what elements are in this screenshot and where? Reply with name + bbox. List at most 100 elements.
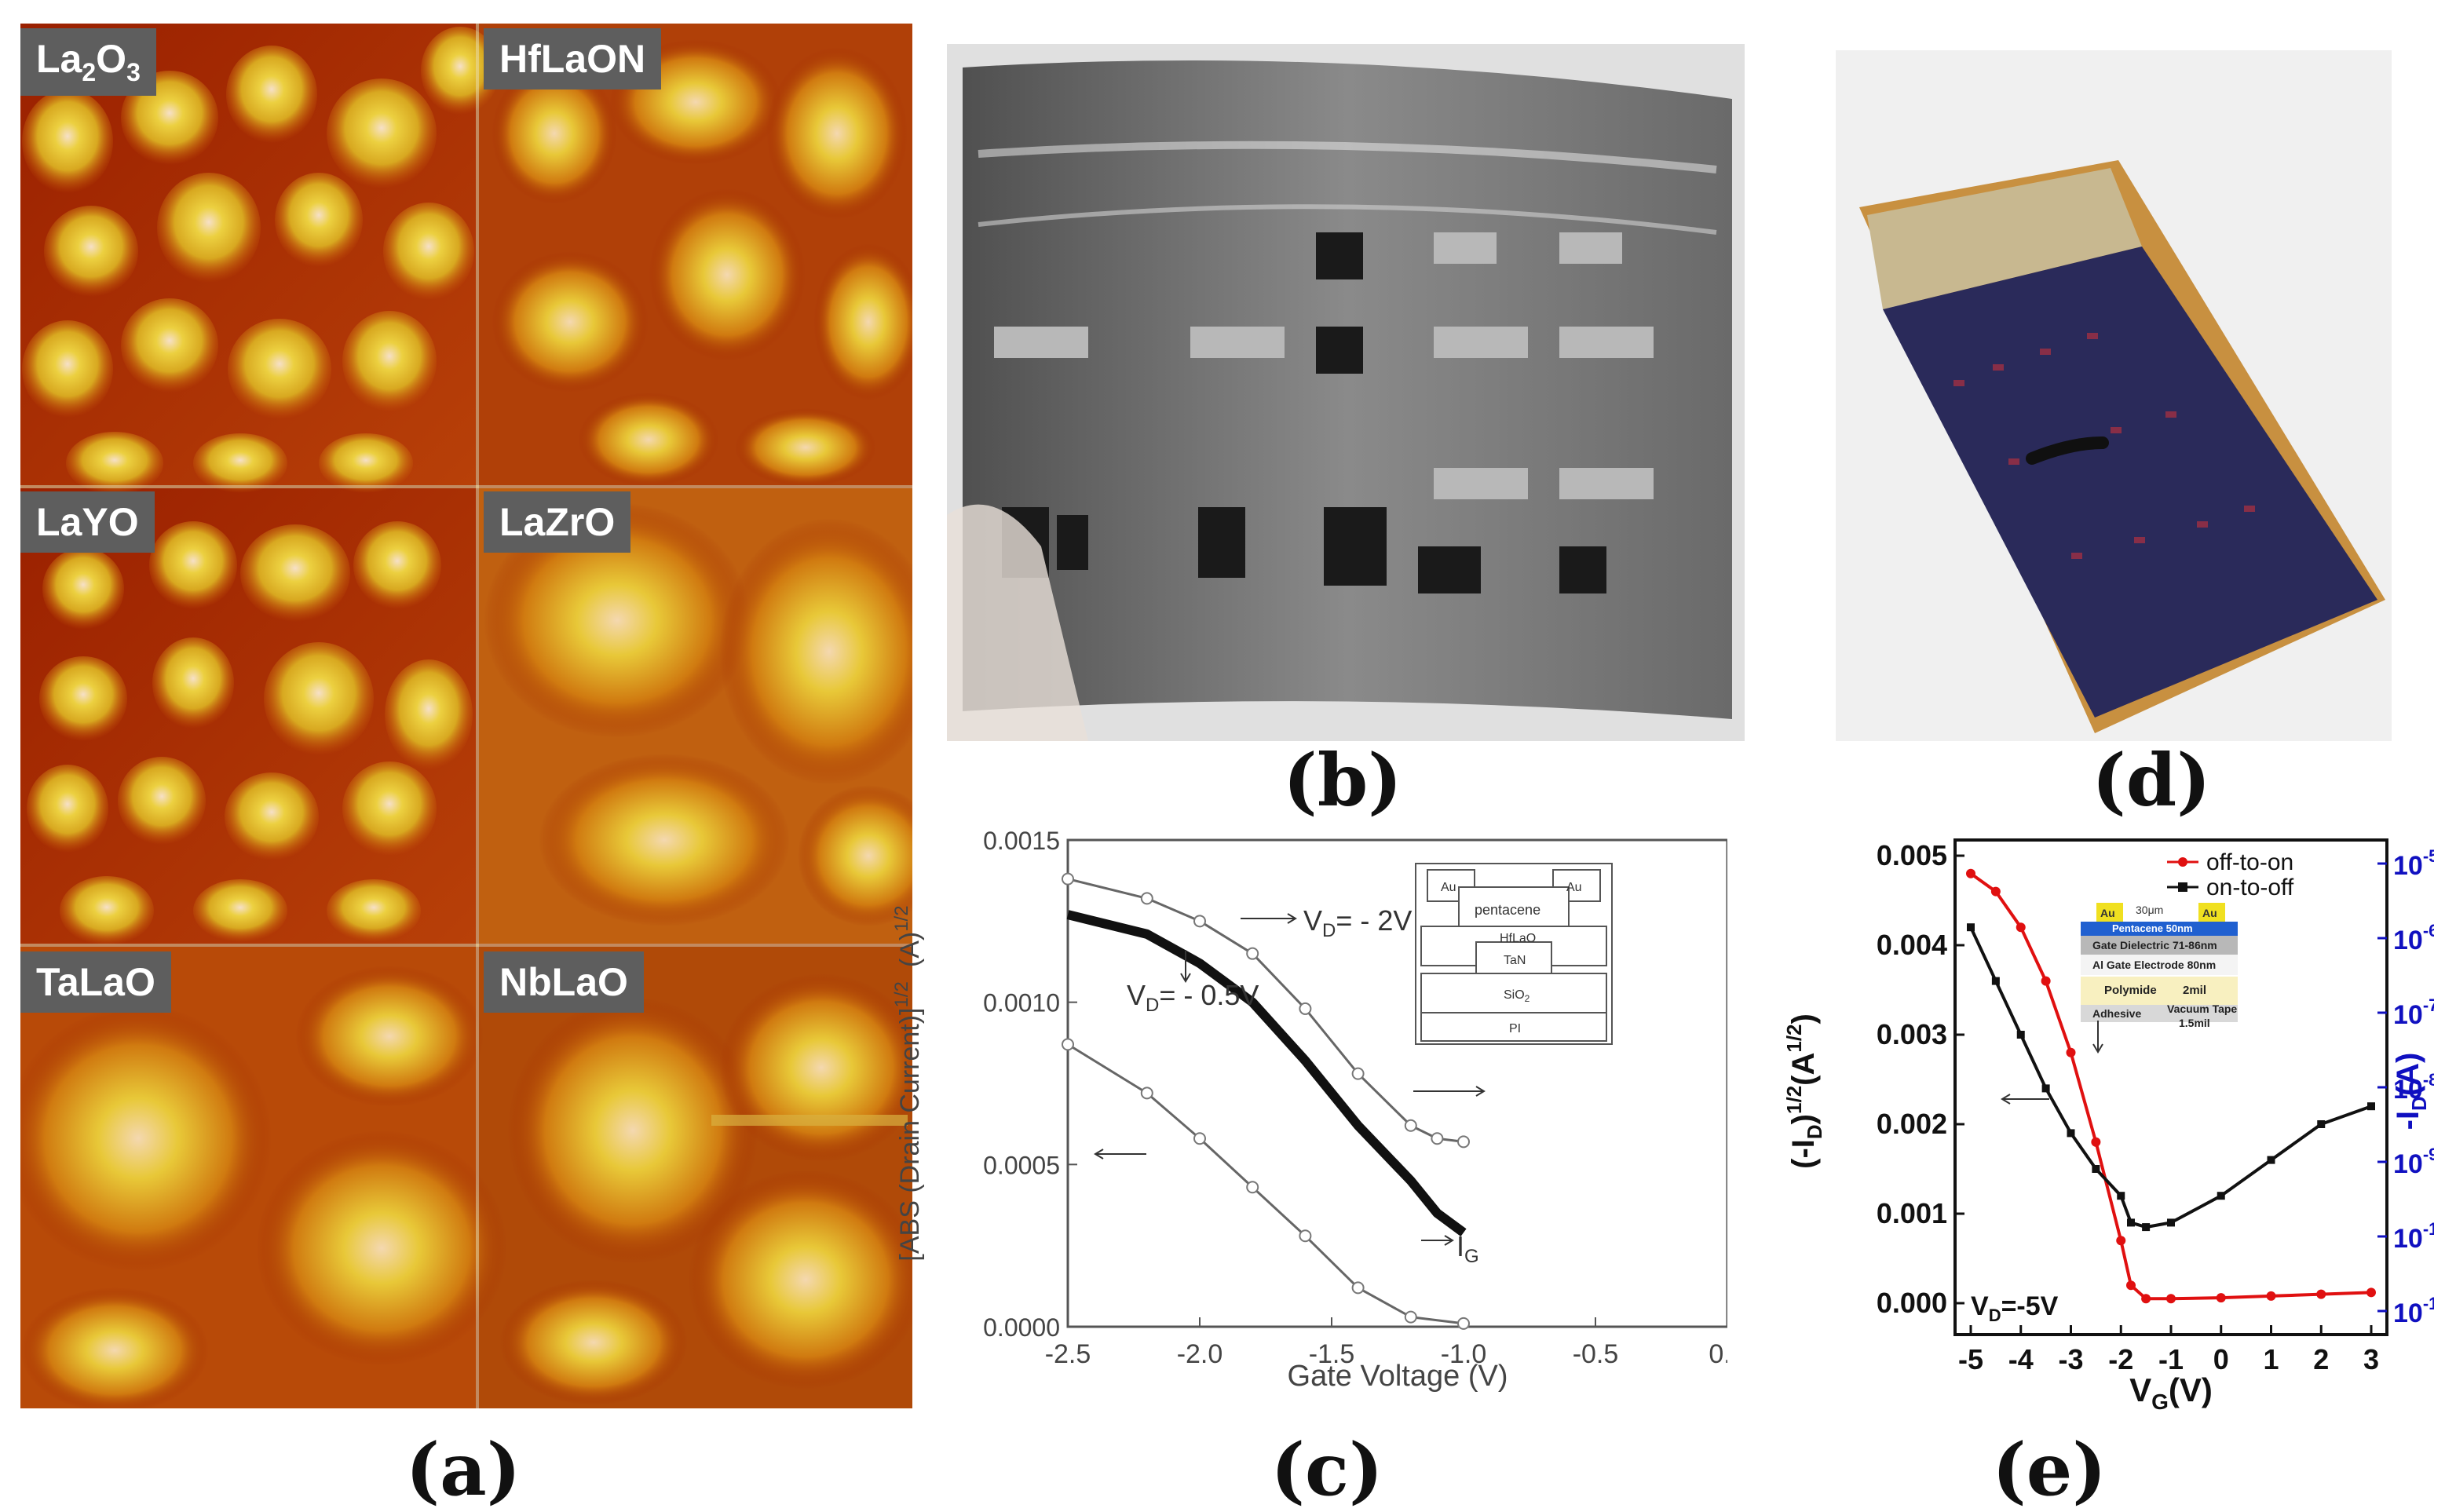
chart-e-ytick-right-label: 10-5	[2393, 846, 2434, 881]
chart-c-xtick-label: -0.5	[1573, 1339, 1619, 1369]
chart-e-series-off-to-on	[1969, 872, 2372, 1301]
svg-text:2mil: 2mil	[2183, 984, 2206, 997]
svg-text:Polymide: Polymide	[2104, 984, 2157, 997]
afm-label-nblao: NbLaO	[484, 951, 644, 1013]
svg-text:Au: Au	[1441, 881, 1456, 894]
afm-grains-3	[27, 521, 473, 945]
chart-e-point	[2126, 1280, 2136, 1291]
svg-text:Gate Dielectric 71-86nm: Gate Dielectric 71-86nm	[2092, 939, 2217, 951]
chart-e-ytick-label: 0.003	[1877, 1018, 1947, 1050]
chart-c-ytick-label: 0.0010	[983, 989, 1060, 1017]
svg-text:Au: Au	[1566, 881, 1582, 894]
chart-e-point	[2317, 1120, 2326, 1128]
chart-c-series-2	[1066, 910, 1467, 1236]
svg-text:1.5mil: 1.5mil	[2179, 1017, 2210, 1029]
afm-label-layo: LaYO	[20, 491, 155, 553]
chart-c-plot-area	[1066, 838, 1727, 1328]
panel-e-chart: (-ID)1/2(A1/2) -ID(A) VG(V) VD=-5V -5 -4-…	[1782, 838, 2434, 1413]
chart-c-inset: Au pentacene Au HfLaO TaN SiO2 PI	[1415, 863, 1613, 1045]
chart-c-xlabel: Gate Voltage (V)	[1288, 1360, 1508, 1393]
chart-c-point	[1193, 915, 1206, 928]
chart-e-point	[2016, 922, 2026, 933]
chart-c-point	[1457, 1135, 1470, 1149]
chart-e-point	[2216, 1293, 2226, 1303]
chart-c-xtick-label: -2.0	[1177, 1339, 1223, 1369]
chart-e-point	[2041, 976, 2051, 986]
chart-c-point	[1299, 1002, 1312, 1015]
svg-text:Pentacene 50nm: Pentacene 50nm	[2112, 922, 2193, 934]
svg-text:SiO2: SiO2	[1504, 988, 1530, 1004]
chart-c-point	[1404, 1310, 1417, 1324]
caption-c: (c)	[1270, 1427, 1383, 1512]
afm-label-talao: TaLaO	[20, 951, 171, 1013]
afm-grains-1	[22, 27, 499, 495]
chart-c-xtick-label: 0.0	[1709, 1339, 1727, 1369]
chart-c-annot-vd05: VD= - 0.5V	[1127, 979, 1259, 1016]
chart-e-ytick-label: 0.004	[1877, 929, 1947, 961]
chart-e-point	[1966, 868, 1975, 878]
chart-e-xtick-label: -1	[2158, 1343, 2184, 1375]
chart-e-xtick-label: 3	[2363, 1343, 2379, 1375]
chart-e-point	[2041, 1084, 2050, 1093]
panel-d-photo	[1836, 50, 2392, 741]
panel-a: La2O3 HfLaON LaYO LaZrO TaLaO NbLaO	[20, 24, 912, 1408]
chart-c-series-3	[1067, 1043, 1464, 1325]
chart-e-ytick-label: 0.000	[1877, 1287, 1947, 1319]
svg-text:30μm: 30μm	[2136, 904, 2163, 916]
chart-e-point	[2127, 1218, 2135, 1227]
chart-e-ylabel-right: -ID(A)	[2391, 1053, 2431, 1130]
chart-e-ytick-label: 0.001	[1877, 1197, 1947, 1229]
svg-text:Au: Au	[2202, 907, 2217, 919]
afm-grains-5	[20, 966, 507, 1408]
chart-e-point	[2066, 1047, 2076, 1057]
chart-c-ytick-label: 0.0005	[983, 1151, 1060, 1179]
panel-c-chart: [ABS (Drain Current)]1/2(A)1/2 Gate Volt…	[891, 827, 1727, 1393]
chart-c-point	[1140, 892, 1153, 905]
svg-text:Au: Au	[2100, 907, 2115, 919]
chart-e-point	[2316, 1289, 2326, 1299]
afm-label-la2o3: La2O3	[20, 28, 156, 96]
chart-e-ytick-right-label: 10-10	[2393, 1219, 2434, 1254]
chart-e-point	[2217, 1192, 2225, 1200]
chart-e-point	[2167, 1218, 2175, 1227]
chart-e-plot-area	[1953, 838, 2388, 1336]
chart-e-point	[1991, 977, 2000, 985]
chart-e-point	[2166, 1294, 2176, 1304]
chart-c-annot-vd2: VD= - 2V	[1303, 904, 1412, 941]
chart-e-point	[2366, 1287, 2376, 1298]
chart-e-ytick-right-label: 10-6	[2393, 921, 2434, 955]
chart-e-point	[2117, 1192, 2125, 1200]
svg-text:on-to-off: on-to-off	[2206, 875, 2294, 900]
chart-c-point	[1062, 872, 1074, 886]
svg-text:Vacuum Tape: Vacuum Tape	[2167, 1003, 2237, 1015]
caption-b: (b)	[1283, 738, 1402, 823]
chart-e-xtick-label: -3	[2058, 1343, 2083, 1375]
chart-e-legend: off-to-on on-to-off	[2167, 849, 2294, 900]
chart-e-xtick-label: 1	[2263, 1343, 2279, 1375]
chart-c-point	[1062, 1038, 1074, 1051]
chart-c-xtick-label: -2.5	[1045, 1339, 1091, 1369]
chart-c-point	[1193, 1132, 1206, 1145]
chart-e-point	[2092, 1165, 2100, 1173]
chart-e-xtick-label: 2	[2313, 1343, 2329, 1375]
chart-e-ytick-label: 0.005	[1877, 839, 1947, 871]
chart-c-annot-ig: IG	[1456, 1230, 1479, 1267]
chart-c-ylabel-left: [ABS (Drain Current)]1/2(A)1/2	[891, 905, 925, 1261]
chart-e-point	[1990, 886, 2001, 897]
afm-label-hflaon: HfLaON	[484, 28, 662, 89]
chart-c-point	[1351, 1281, 1365, 1295]
chart-e-point	[2016, 1031, 2025, 1039]
chart-c-point	[1457, 1317, 1470, 1330]
chart-c-ytick-label: 0.0000	[983, 1313, 1060, 1342]
svg-text:HfLaO: HfLaO	[1500, 932, 1536, 945]
chart-e-xtick-label: -2	[2108, 1343, 2133, 1375]
chart-e-ylabel-left: (-ID)1/2(A1/2)	[1782, 1013, 1826, 1169]
chart-c-point	[1299, 1229, 1312, 1243]
chart-e-ytick-right-label: 10-9	[2393, 1145, 2434, 1179]
svg-text:TaN: TaN	[1504, 954, 1526, 967]
chart-c-point	[1246, 1181, 1259, 1194]
chart-e-inset: Au 30μm Au Pentacene 50nm Gate Dielectri…	[2081, 903, 2238, 1029]
chart-c-point	[1431, 1132, 1444, 1145]
svg-text:Al Gate Electrode 80nm: Al Gate Electrode 80nm	[2092, 959, 2216, 971]
chart-e-point	[2091, 1137, 2101, 1147]
